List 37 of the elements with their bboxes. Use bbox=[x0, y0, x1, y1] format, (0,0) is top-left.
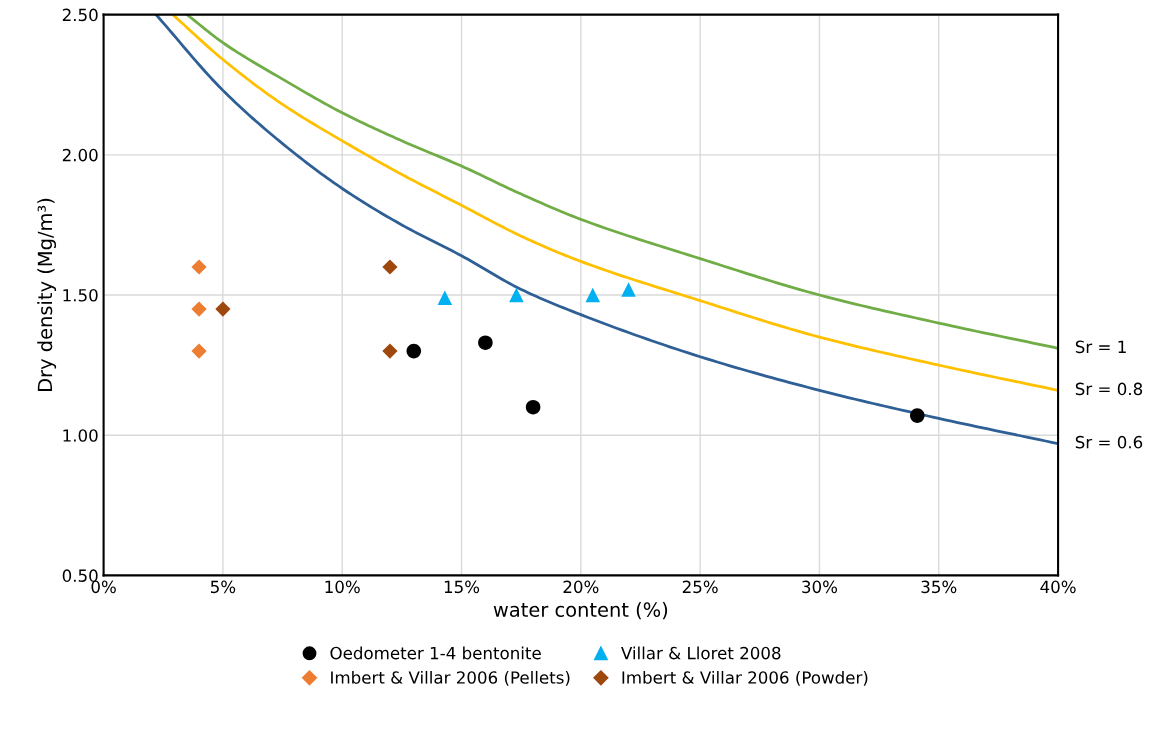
legend-label: Imbert & Villar 2006 (Powder) bbox=[622, 670, 868, 686]
point bbox=[525, 399, 541, 415]
legend-label: Oedometer 1-4 bentonite bbox=[330, 646, 541, 660]
y-tick-label: 1.00 bbox=[63, 429, 98, 442]
point bbox=[910, 408, 925, 423]
point bbox=[191, 343, 207, 359]
series-label: Sr = 1 bbox=[1075, 340, 1126, 354]
y-tick-label: 2.50 bbox=[62, 8, 98, 22]
point bbox=[509, 287, 524, 303]
x-tick-label: 5% bbox=[210, 580, 236, 594]
x-tick-label: 10% bbox=[325, 580, 360, 594]
point bbox=[382, 343, 398, 359]
point bbox=[478, 335, 493, 350]
x-tick-label: 15% bbox=[444, 580, 480, 594]
x-tick-label: 25% bbox=[682, 580, 718, 594]
legend-label: Imbert & Villar 2006 (Pellets) bbox=[331, 670, 570, 686]
y-tick-label: 1.50 bbox=[63, 288, 98, 302]
y-tick-label: 0.50 bbox=[62, 569, 98, 582]
x-tick-label: 35% bbox=[921, 580, 957, 594]
point bbox=[191, 259, 207, 275]
x-tick-label: 20% bbox=[563, 580, 599, 594]
x-tick-label: 30% bbox=[802, 580, 838, 594]
point bbox=[382, 259, 398, 275]
y-axis-title: Dry density (Mg/m³) bbox=[37, 198, 57, 391]
point bbox=[215, 301, 231, 317]
y-tick-label: 2.00 bbox=[62, 148, 98, 162]
point bbox=[437, 290, 453, 306]
point bbox=[191, 301, 207, 317]
x-tick-label: 0% bbox=[91, 580, 116, 594]
series-label: Sr = 0.8 bbox=[1075, 382, 1143, 396]
series-label: Sr = 0.6 bbox=[1075, 435, 1143, 449]
point bbox=[585, 287, 601, 303]
point bbox=[621, 282, 636, 297]
point bbox=[406, 343, 422, 359]
x-axis-title: water content (%) bbox=[493, 601, 668, 620]
legend-label: Villar & Lloret 2008 bbox=[621, 646, 781, 660]
x-tick-label: 40% bbox=[1040, 580, 1076, 594]
